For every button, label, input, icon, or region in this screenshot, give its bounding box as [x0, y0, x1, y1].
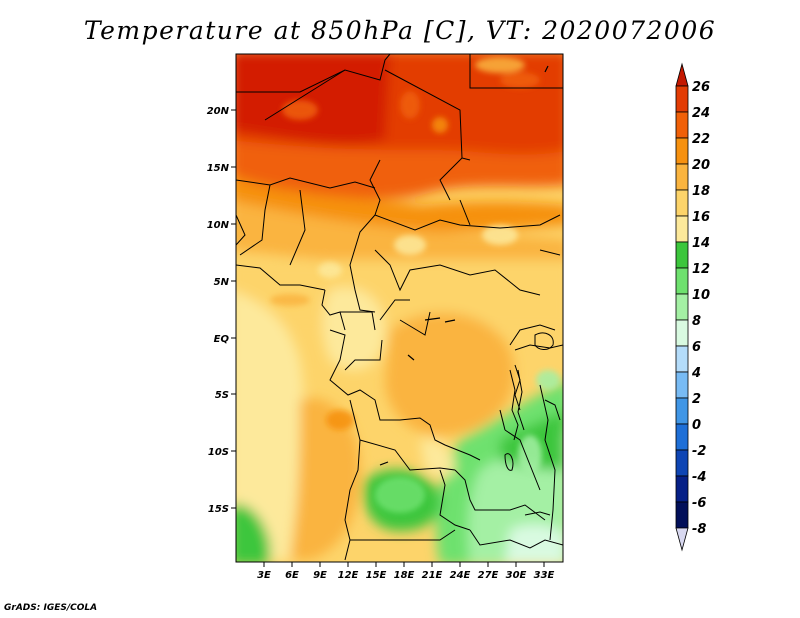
colorbar-swatch: [675, 163, 689, 191]
colorbar-label: -4: [692, 470, 706, 485]
colorbar-label: -8: [692, 522, 706, 537]
colorbar-swatch: [675, 397, 689, 425]
map-frame: [235, 53, 564, 563]
lon-label-3e: 3E: [257, 570, 271, 581]
grads-credit: GrADS: IGES/COLA: [4, 603, 98, 613]
colorbar-swatch: [675, 241, 689, 269]
colorbar-swatch: [675, 345, 689, 373]
lon-label-27e: 27E: [478, 570, 499, 581]
country-borders: [236, 54, 563, 561]
colorbar-swatch: [675, 111, 689, 139]
colorbar-label: 20: [692, 158, 710, 173]
temperature-field: [236, 54, 563, 562]
colorbar-label: 14: [692, 236, 710, 251]
colorbar-label: 2: [692, 392, 701, 407]
lat-label-15s: 15S: [208, 504, 229, 515]
colorbar-swatch: [675, 371, 689, 399]
colorbar-swatch: [675, 137, 689, 165]
colorbar-label: 18: [692, 184, 710, 199]
colorbar-label: 0: [692, 418, 701, 433]
colorbar-swatch: [675, 215, 689, 243]
colorbar-label: 24: [692, 106, 710, 121]
lat-label-20n: 20N: [207, 106, 230, 117]
colorbar-swatch: [675, 319, 689, 347]
colorbar-label: 22: [692, 132, 710, 147]
colorbar-swatch: [675, 423, 689, 451]
lat-label-15n: 15N: [207, 163, 230, 174]
colorbar-label: -6: [692, 496, 706, 511]
colorbar-label: 8: [692, 314, 701, 329]
colorbar-bottom-arrow: [675, 527, 689, 552]
lon-label-30e: 30E: [506, 570, 527, 581]
colorbar-swatch: [675, 267, 689, 295]
lat-label-10n: 10N: [207, 220, 230, 231]
colorbar-label: 6: [692, 340, 701, 355]
colorbar-label: -2: [692, 444, 706, 459]
colorbar-swatch: [675, 189, 689, 217]
map-title: Temperature at 850hPa [C], VT: 202007200…: [83, 16, 717, 45]
lon-label-21e: 21E: [422, 570, 443, 581]
colorbar-swatch: [675, 293, 689, 321]
lon-label-15e: 15E: [366, 570, 387, 581]
lat-label-5s: 5S: [215, 390, 229, 401]
lon-label-18e: 18E: [394, 570, 415, 581]
lat-label-10s: 10S: [208, 447, 229, 458]
colorbar-swatch: [675, 475, 689, 503]
lon-label-9e: 9E: [313, 570, 327, 581]
lon-label-12e: 12E: [338, 570, 359, 581]
lat-label-eq: EQ: [214, 334, 230, 345]
colorbar-swatch: [675, 449, 689, 477]
lat-label-5n: 5N: [214, 277, 230, 288]
lon-label-6e: 6E: [285, 570, 299, 581]
colorbar-label: 16: [692, 210, 710, 225]
colorbar-label: 4: [691, 366, 701, 381]
colorbar-label: 26: [692, 80, 710, 95]
colorbar-swatch: [675, 501, 689, 529]
colorbar-swatch: [675, 85, 689, 113]
lon-label-24e: 24E: [450, 570, 471, 581]
colorbar-top-arrow: [675, 62, 689, 87]
colorbar-label: 12: [692, 262, 710, 277]
colorbar-label: 10: [692, 288, 710, 303]
lon-label-33e: 33E: [534, 570, 555, 581]
